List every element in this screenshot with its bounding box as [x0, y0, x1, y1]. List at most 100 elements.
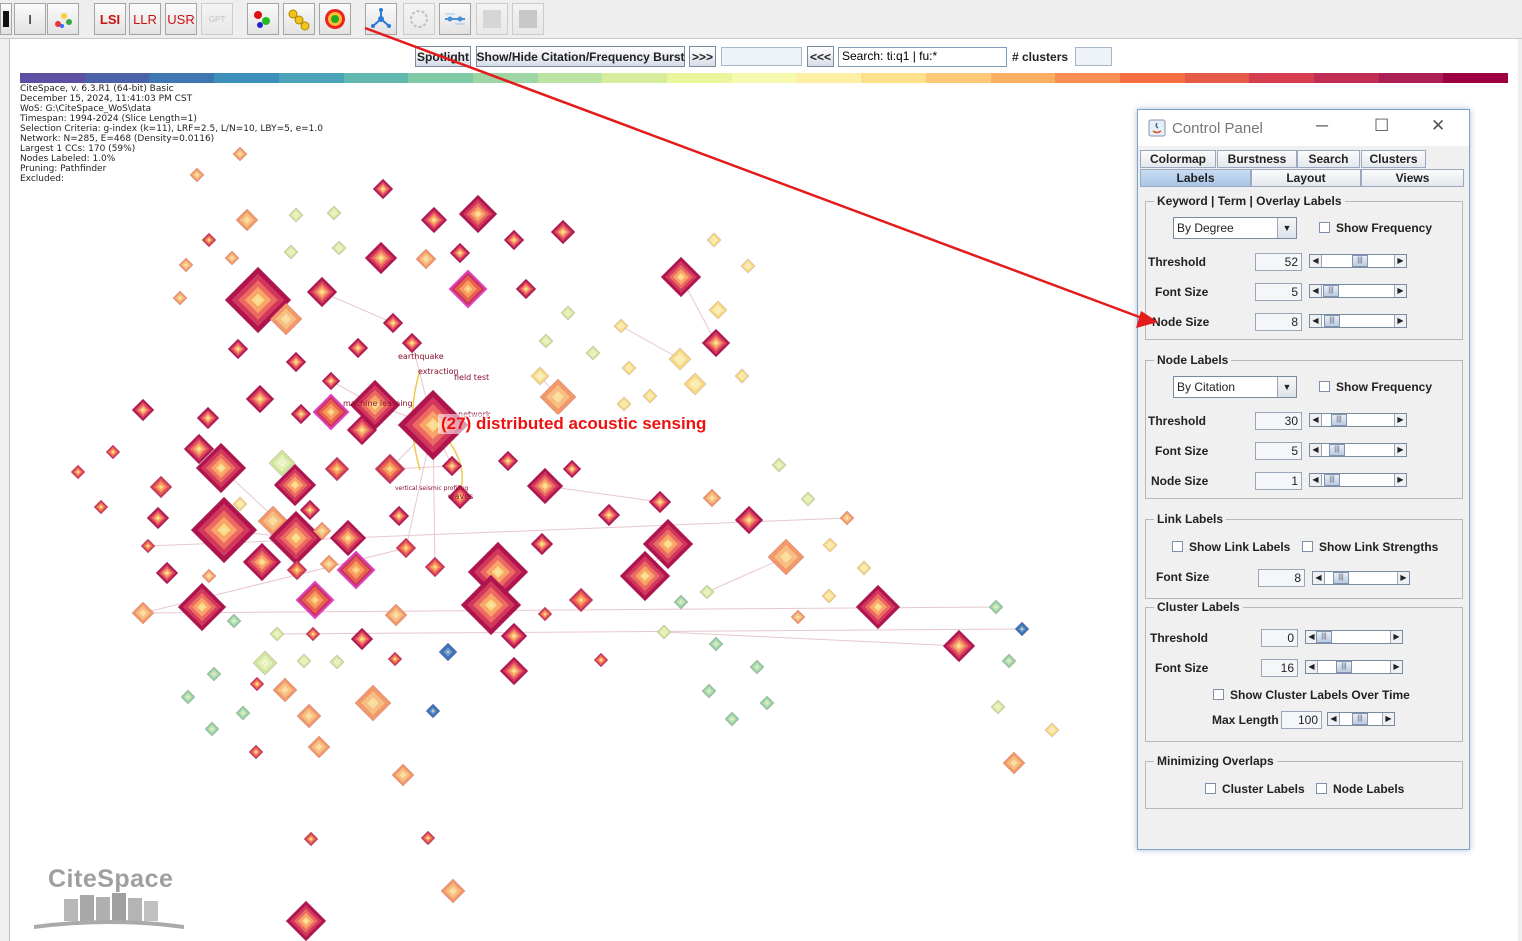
network-node[interactable] — [149, 475, 173, 499]
network-node[interactable] — [245, 384, 275, 414]
network-node[interactable] — [497, 450, 519, 472]
overlap-node-labels-checkbox[interactable] — [1316, 783, 1327, 794]
network-node[interactable] — [460, 574, 522, 636]
network-node[interactable] — [155, 561, 179, 585]
dots-icon[interactable] — [247, 3, 279, 35]
network-node[interactable] — [372, 178, 394, 200]
tab-views[interactable]: Views — [1361, 169, 1464, 187]
network-node[interactable] — [1014, 621, 1030, 637]
network-node[interactable] — [189, 167, 205, 183]
network-node[interactable] — [204, 721, 220, 737]
tab-search[interactable]: Search — [1297, 150, 1360, 168]
network-node[interactable] — [740, 258, 756, 274]
network-node[interactable] — [942, 629, 976, 663]
network-node[interactable] — [235, 208, 259, 232]
node-font-slider[interactable]: ◀ ||| ▶ — [1309, 443, 1407, 457]
keyword-label[interactable]: earthquake — [398, 352, 444, 361]
network-node[interactable] — [673, 594, 689, 610]
network-node[interactable] — [621, 360, 637, 376]
network-node[interactable] — [440, 878, 466, 904]
node-threshold-slider[interactable]: ◀ ||| ▶ — [1309, 413, 1407, 427]
network-node[interactable] — [269, 626, 285, 642]
network-node[interactable] — [183, 433, 215, 465]
network-node[interactable] — [329, 654, 345, 670]
network-node[interactable] — [296, 703, 322, 729]
show-hide-burst-button[interactable]: Show/Hide Citation/Frequency Burst — [476, 46, 685, 67]
right-scrollbar[interactable] — [1518, 39, 1522, 941]
network-node[interactable] — [771, 457, 787, 473]
network-node[interactable] — [285, 351, 307, 373]
network-node[interactable] — [1002, 751, 1026, 775]
network-node[interactable] — [319, 554, 339, 574]
network-node[interactable] — [593, 652, 609, 668]
network-node[interactable] — [329, 519, 367, 557]
network-node[interactable] — [538, 333, 554, 349]
network-node[interactable] — [530, 366, 550, 386]
network-node[interactable] — [420, 830, 436, 846]
node-sort-select[interactable]: By Citation ▼ — [1173, 376, 1297, 398]
link-font-field[interactable]: 8 — [1258, 569, 1305, 587]
network-node[interactable] — [336, 550, 376, 590]
network-node[interactable] — [70, 464, 86, 480]
network-node[interactable] — [1044, 722, 1060, 738]
network-node[interactable] — [613, 318, 629, 334]
network-node[interactable] — [560, 305, 576, 321]
network-node[interactable] — [321, 371, 341, 391]
keyword-show-frequency-checkbox[interactable] — [1319, 222, 1330, 233]
close-icon[interactable]: ✕ — [1431, 116, 1446, 135]
network-node[interactable] — [708, 300, 728, 320]
cluster-font-slider[interactable]: ◀ ||| ▶ — [1305, 660, 1403, 674]
network-node[interactable] — [93, 499, 109, 515]
timeline-icon[interactable] — [439, 3, 471, 35]
network-node[interactable] — [249, 676, 265, 692]
network-node[interactable] — [499, 656, 529, 686]
network-node[interactable] — [537, 606, 553, 622]
keyword-node-size-slider[interactable]: ◀ ||| ▶ — [1309, 314, 1407, 328]
minimize-icon[interactable]: ─ — [1316, 116, 1329, 135]
network-node[interactable] — [395, 537, 417, 559]
network-node[interactable] — [539, 378, 577, 416]
network-node[interactable] — [660, 256, 702, 298]
keyword-sort-select[interactable]: By Degree ▼ — [1173, 217, 1297, 239]
network-node[interactable] — [515, 278, 537, 300]
network-node[interactable] — [326, 205, 342, 221]
network-node[interactable] — [312, 521, 332, 541]
next-button[interactable]: >>> — [689, 46, 716, 67]
network-node[interactable] — [642, 518, 694, 570]
network-node[interactable] — [382, 312, 404, 334]
network-node[interactable] — [288, 207, 304, 223]
network-node[interactable] — [424, 556, 446, 578]
network-node[interactable] — [449, 242, 471, 264]
show-link-strengths-checkbox[interactable] — [1302, 541, 1313, 552]
keyword-threshold-slider[interactable]: ◀ ||| ▶ — [1309, 254, 1407, 268]
network-node[interactable] — [131, 601, 155, 625]
network-node[interactable] — [252, 650, 278, 676]
keyword-label[interactable]: waves — [448, 492, 474, 501]
network-node[interactable] — [701, 328, 731, 358]
network-node[interactable] — [619, 550, 671, 602]
network-node[interactable] — [269, 302, 303, 336]
keyword-threshold-field[interactable]: 52 — [1255, 253, 1302, 271]
network-node[interactable] — [364, 241, 398, 275]
network-node[interactable] — [749, 659, 765, 675]
cluster-threshold-field[interactable]: 0 — [1261, 629, 1298, 647]
network-node[interactable] — [415, 248, 437, 270]
network-node[interactable] — [734, 368, 750, 384]
prev-button[interactable]: <<< — [807, 46, 834, 67]
node-node-size-field[interactable]: 1 — [1255, 472, 1302, 490]
network-node[interactable] — [312, 393, 350, 431]
network-node[interactable] — [425, 703, 441, 719]
tab-burstness[interactable]: Burstness — [1217, 150, 1297, 168]
network-node[interactable] — [268, 510, 324, 566]
network-node[interactable] — [420, 206, 448, 234]
keyword-node-size-field[interactable]: 8 — [1255, 313, 1302, 331]
network-node[interactable] — [131, 398, 155, 422]
network-node[interactable] — [839, 510, 855, 526]
network-node[interactable] — [290, 403, 312, 425]
network-node[interactable] — [387, 651, 403, 667]
network-node[interactable] — [790, 609, 806, 625]
keyword-label[interactable]: field test — [454, 373, 490, 382]
network-node[interactable] — [668, 347, 692, 371]
network-node[interactable] — [140, 538, 156, 554]
network-node[interactable] — [324, 456, 350, 482]
